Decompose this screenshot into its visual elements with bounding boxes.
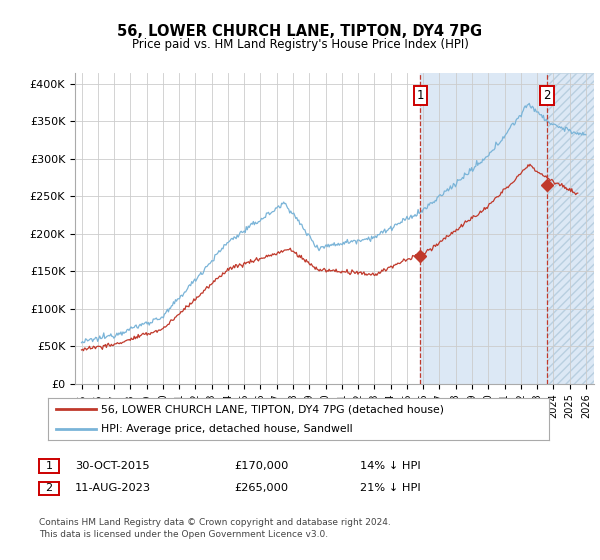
Text: 30-OCT-2015: 30-OCT-2015 (75, 461, 149, 471)
Text: £265,000: £265,000 (234, 483, 288, 493)
Text: 14% ↓ HPI: 14% ↓ HPI (360, 461, 421, 471)
Text: Contains HM Land Registry data © Crown copyright and database right 2024.
This d: Contains HM Land Registry data © Crown c… (39, 518, 391, 539)
Text: £170,000: £170,000 (234, 461, 289, 471)
Bar (421, 73, 547, 384)
Text: 21% ↓ HPI: 21% ↓ HPI (360, 483, 421, 493)
Text: 1: 1 (46, 461, 52, 471)
Text: 2: 2 (46, 483, 52, 493)
Text: 2: 2 (544, 89, 551, 102)
Text: Price paid vs. HM Land Registry's House Price Index (HPI): Price paid vs. HM Land Registry's House … (131, 38, 469, 51)
Text: HPI: Average price, detached house, Sandwell: HPI: Average price, detached house, Sand… (101, 424, 352, 433)
Text: 56, LOWER CHURCH LANE, TIPTON, DY4 7PG: 56, LOWER CHURCH LANE, TIPTON, DY4 7PG (118, 24, 482, 39)
Text: 56, LOWER CHURCH LANE, TIPTON, DY4 7PG (detached house): 56, LOWER CHURCH LANE, TIPTON, DY4 7PG (… (101, 404, 443, 414)
Bar (547, 73, 594, 384)
Text: 1: 1 (416, 89, 424, 102)
Text: 11-AUG-2023: 11-AUG-2023 (75, 483, 151, 493)
